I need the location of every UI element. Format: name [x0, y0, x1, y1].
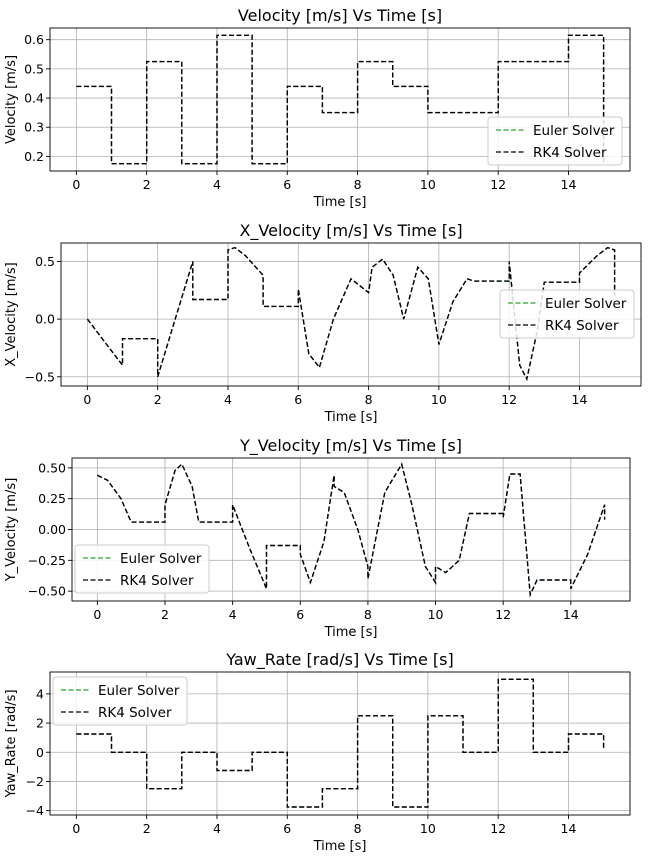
y-axis-label: Yaw_Rate [rad/s] [4, 689, 19, 798]
y-tick-label: 2 [36, 716, 44, 731]
x-tick-label: 10 [428, 607, 444, 622]
axes-frame [60, 242, 642, 387]
y-tick-label: 0.00 [38, 522, 66, 537]
legend: Euler Solver RK4 Solver [74, 544, 210, 594]
x-tick-label: 4 [229, 607, 237, 622]
x-tick-label: 10 [420, 821, 436, 836]
x-tick-label: 14 [561, 177, 577, 192]
chart-panel-3: 0 2 4 6 8 10 12 14 −0.50 −0.25 0.00 0.25 0.50 Y_Veloc… [4, 436, 631, 640]
legend-label: RK4 Solver [545, 318, 619, 334]
legend-box [74, 544, 210, 594]
x-tick-label: 0 [72, 821, 80, 836]
y-axis-label: Velocity [m/s] [4, 55, 19, 144]
legend-label: RK4 Solver [98, 705, 172, 721]
y-tick-label: 0.3 [24, 120, 44, 135]
x-tick-label: 12 [490, 177, 506, 192]
legend-box [487, 116, 623, 166]
x-tick-label: 2 [161, 607, 169, 622]
legend-label: Euler Solver [120, 551, 202, 567]
chart-panel-2: 0 2 4 6 8 10 12 14 −0.5 0.0 0.5 X_Velocity [m/s] Vs… [4, 221, 642, 425]
y-tick-label: 4 [36, 686, 44, 701]
x-tick-label: 8 [354, 177, 362, 192]
y-tick-label: −0.25 [28, 553, 66, 568]
chart-title: Yaw_Rate [rad/s] Vs Time [s] [225, 650, 454, 670]
x-tick-label: 12 [490, 821, 506, 836]
chart-title: Velocity [m/s] Vs Time [s] [238, 6, 442, 25]
x-axis-label: Time [s] [313, 839, 367, 854]
x-tick-label: 6 [283, 821, 291, 836]
x-tick-label: 0 [72, 177, 80, 192]
legend-box [52, 676, 188, 726]
x-tick-label: 4 [213, 177, 221, 192]
legend-label: Euler Solver [533, 123, 615, 139]
y-tick-label: −0.50 [28, 584, 66, 599]
y-tick-label: 0 [36, 745, 44, 760]
x-tick-label: 6 [294, 392, 302, 407]
series-line-rk4-solver [86, 246, 616, 382]
x-axis-label: Time [s] [324, 410, 378, 425]
series-line-rk4-solver [76, 34, 605, 165]
y-tick-label: 0.6 [24, 32, 44, 47]
y-tick-label: −0.5 [25, 369, 55, 384]
chart-panel-4: 0 2 4 6 8 10 12 14 −4 −2 0 2 4 Yaw_Rate [rad/s] Vs Ti… [4, 650, 631, 854]
y-tick-label: 0.50 [38, 460, 66, 475]
x-tick-label: 0 [83, 392, 91, 407]
x-tick-label: 8 [364, 607, 372, 622]
x-tick-label: 2 [143, 177, 151, 192]
y-tick-label: −4 [26, 803, 44, 818]
legend-box [499, 289, 635, 339]
legend: Euler Solver RK4 Solver [487, 116, 623, 166]
legend: Euler Solver RK4 Solver [52, 676, 188, 726]
y-tick-label: 0.25 [38, 491, 66, 506]
x-tick-label: 8 [354, 821, 362, 836]
series-line-rk4-solver [76, 678, 605, 808]
x-tick-label: 8 [365, 392, 373, 407]
y-tick-label: 0.5 [24, 61, 44, 76]
y-tick-label: 0.5 [35, 254, 55, 269]
chart-title: Y_Velocity [m/s] Vs Time [s] [239, 436, 462, 456]
x-tick-label: 4 [213, 821, 221, 836]
x-tick-label: 0 [93, 607, 101, 622]
x-tick-label: 12 [501, 392, 517, 407]
y-tick-label: 0.2 [24, 149, 44, 164]
x-tick-label: 2 [143, 821, 151, 836]
x-tick-label: 4 [224, 392, 232, 407]
legend-label: Euler Solver [98, 683, 180, 699]
legend-label: RK4 Solver [533, 145, 607, 161]
x-tick-label: 14 [563, 607, 579, 622]
x-axis-label: Time [s] [313, 195, 367, 210]
legend-label: RK4 Solver [120, 573, 194, 589]
x-tick-label: 6 [296, 607, 304, 622]
legend-label: Euler Solver [545, 296, 627, 312]
axes-frame [49, 671, 631, 816]
y-tick-label: −2 [26, 774, 44, 789]
series-line-rk4-solver [97, 462, 606, 598]
x-tick-label: 6 [283, 177, 291, 192]
x-tick-label: 10 [431, 392, 447, 407]
x-axis-label: Time [s] [324, 625, 378, 640]
x-tick-label: 2 [154, 392, 162, 407]
y-axis-label: X_Velocity [m/s] [4, 262, 19, 367]
y-tick-label: 0.4 [24, 91, 44, 106]
x-tick-label: 10 [420, 177, 436, 192]
x-tick-label: 14 [561, 821, 577, 836]
x-tick-label: 14 [572, 392, 588, 407]
y-axis-label: Y_Velocity [m/s] [4, 478, 19, 583]
x-tick-label: 12 [495, 607, 511, 622]
y-tick-label: 0.0 [35, 312, 55, 327]
legend: Euler Solver RK4 Solver [499, 289, 635, 339]
chart-panel-1: 0 2 4 6 8 10 12 14 0.2 0.3 0.4 0.5 0.6 Velocity [m/s]… [4, 6, 631, 210]
axes-frame [49, 27, 631, 172]
chart-title: X_Velocity [m/s] Vs Time [s] [239, 221, 462, 241]
